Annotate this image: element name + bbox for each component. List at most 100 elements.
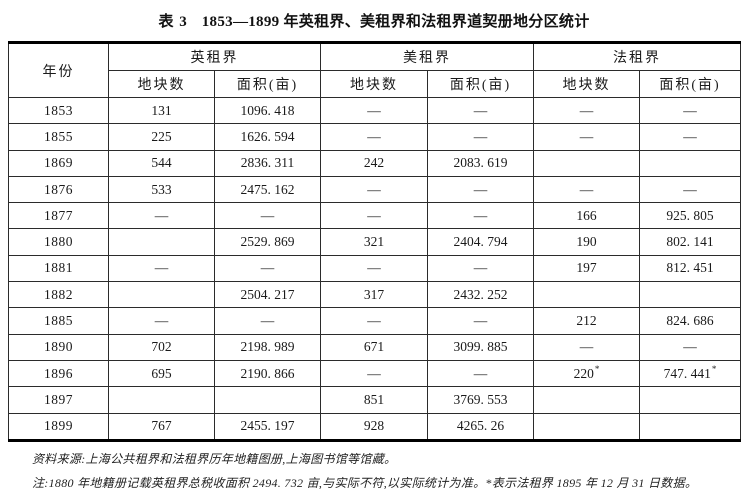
year-cell: 1853 — [8, 96, 109, 125]
value-cell: — — [320, 175, 428, 204]
year-cell: 1896 — [8, 359, 109, 388]
value-cell: 2836. 311 — [214, 149, 321, 177]
subheader-british-area: 面积(亩) — [214, 70, 321, 98]
group-header-british-concession: 英租界 — [108, 42, 321, 71]
value-cell — [533, 412, 640, 441]
footnote-marker: * — [711, 364, 717, 375]
value-cell: — — [533, 333, 640, 361]
value-cell — [639, 281, 741, 309]
year-cell: 1885 — [8, 307, 109, 335]
value-cell: 2198. 989 — [214, 333, 321, 361]
group-header-french-concession: 法租界 — [533, 42, 741, 71]
value-cell: — — [427, 175, 534, 204]
concession-statistics-table: 年份 英租界 美租界 法租界 地块数 面积(亩) 地块数 面积(亩) 地块数 面… — [8, 41, 741, 442]
table-row: 1853 131 1096. 418— — — — — [8, 96, 741, 125]
year-cell: 1855 — [8, 123, 109, 151]
year-cell: 1869 — [8, 149, 109, 177]
year-cell: 1882 — [8, 281, 109, 309]
table-row: 1890 702 2198. 989 671 3099. 885— — — [8, 333, 741, 361]
subheader-british-plots: 地块数 — [108, 70, 215, 98]
value-cell: — — [320, 123, 428, 151]
value-cell: — — [214, 202, 321, 230]
year-cell: 1876 — [8, 175, 109, 204]
value-cell — [108, 281, 215, 309]
source-note: 资料来源:上海公共租界和法租界历年地籍图册,上海图书馆等馆藏。 — [32, 451, 397, 466]
value-cell: 802. 141 — [639, 228, 741, 256]
value-cell: 220* — [533, 359, 640, 388]
header-row-groups: 年份 英租界 美租界 法租界 — [8, 42, 741, 98]
table-number: 表 3 — [158, 14, 188, 30]
value-cell: — — [639, 175, 741, 204]
value-cell: 2504. 217 — [214, 281, 321, 309]
value-cell: 225 — [108, 123, 215, 151]
year-cell: 1890 — [8, 333, 109, 361]
value-cell: 197 — [533, 254, 640, 283]
value-cell: 812. 451 — [639, 254, 741, 283]
value-cell: — — [427, 359, 534, 388]
value-cell: — — [639, 333, 741, 361]
value-cell: 2083. 619 — [427, 149, 534, 177]
value-cell: — — [108, 202, 215, 230]
subheader-american-area: 面积(亩) — [427, 70, 534, 98]
value-cell: 317 — [320, 281, 428, 309]
value-cell: 3769. 553 — [427, 386, 534, 414]
value-cell: 747. 441* — [639, 359, 741, 388]
value-cell: 242 — [320, 149, 428, 177]
value-cell — [639, 412, 741, 441]
value-cell: 695 — [108, 359, 215, 388]
year-cell: 1897 — [8, 386, 109, 414]
table-row: 1869 544 2836. 311 242 2083. 619 — [8, 149, 741, 177]
value-cell: — — [108, 254, 215, 283]
value-cell: 2190. 866 — [214, 359, 321, 388]
value-cell: 131 — [108, 96, 215, 125]
value-cell: 925. 805 — [639, 202, 741, 230]
subheader-french-area: 面积(亩) — [639, 70, 741, 98]
value-cell: 2475. 162 — [214, 175, 321, 204]
subheader-french-plots: 地块数 — [533, 70, 640, 98]
table-row: 1880 2529. 869 321 2404. 794 190 802. 141 — [8, 228, 741, 256]
value-cell: 3099. 885 — [427, 333, 534, 361]
value-cell — [533, 149, 640, 177]
subheader-american-plots: 地块数 — [320, 70, 428, 98]
value-cell: 190 — [533, 228, 640, 256]
footnote-marker: * — [594, 364, 600, 375]
value-cell: — — [320, 307, 428, 335]
value-cell: 212 — [533, 307, 640, 335]
value-cell: 1096. 418 — [214, 96, 321, 125]
value-cell — [639, 149, 741, 177]
value-cell: 702 — [108, 333, 215, 361]
footnote-remark: 注:1880 年地籍册记载英租界总税收面积 2494. 732 亩,与实际不符,… — [32, 475, 698, 490]
value-cell: — — [427, 123, 534, 151]
value-cell: — — [214, 254, 321, 283]
table-caption: 1853—1899 年英租界、美租界和法租界道契册地分区统计 — [201, 14, 590, 30]
value-cell: — — [533, 123, 640, 151]
value-cell: 2404. 794 — [427, 228, 534, 256]
value-cell: 767 — [108, 412, 215, 441]
year-cell: 1881 — [8, 254, 109, 283]
value-cell: — — [427, 202, 534, 230]
table-title: 表 3 1853—1899 年英租界、美租界和法租界道契册地分区统计 — [8, 13, 740, 32]
value-cell: — — [533, 96, 640, 125]
table-row: 1882 2504. 217 317 2432. 252 — [8, 281, 741, 309]
table-body: 1853 131 1096. 418— — — —1855 225 1626. 594— — — —… — [8, 96, 741, 441]
value-cell: 4265. 26 — [427, 412, 534, 441]
value-cell: 671 — [320, 333, 428, 361]
table-row: 1881— — — —197 812. 451 — [8, 254, 741, 283]
value-cell: 851 — [320, 386, 428, 414]
value-cell — [108, 228, 215, 256]
value-cell — [533, 386, 640, 414]
value-cell: — — [427, 254, 534, 283]
value-cell — [214, 386, 321, 414]
value-cell — [108, 386, 215, 414]
value-cell — [533, 281, 640, 309]
value-cell: — — [214, 307, 321, 335]
value-cell: 824. 686 — [639, 307, 741, 335]
value-cell: 2432. 252 — [427, 281, 534, 309]
table-row: 1855 225 1626. 594— — — — — [8, 123, 741, 151]
value-cell — [639, 386, 741, 414]
value-cell: — — [427, 307, 534, 335]
value-cell: — — [320, 359, 428, 388]
value-cell: — — [427, 96, 534, 125]
year-cell: 1880 — [8, 228, 109, 256]
value-cell: — — [533, 175, 640, 204]
